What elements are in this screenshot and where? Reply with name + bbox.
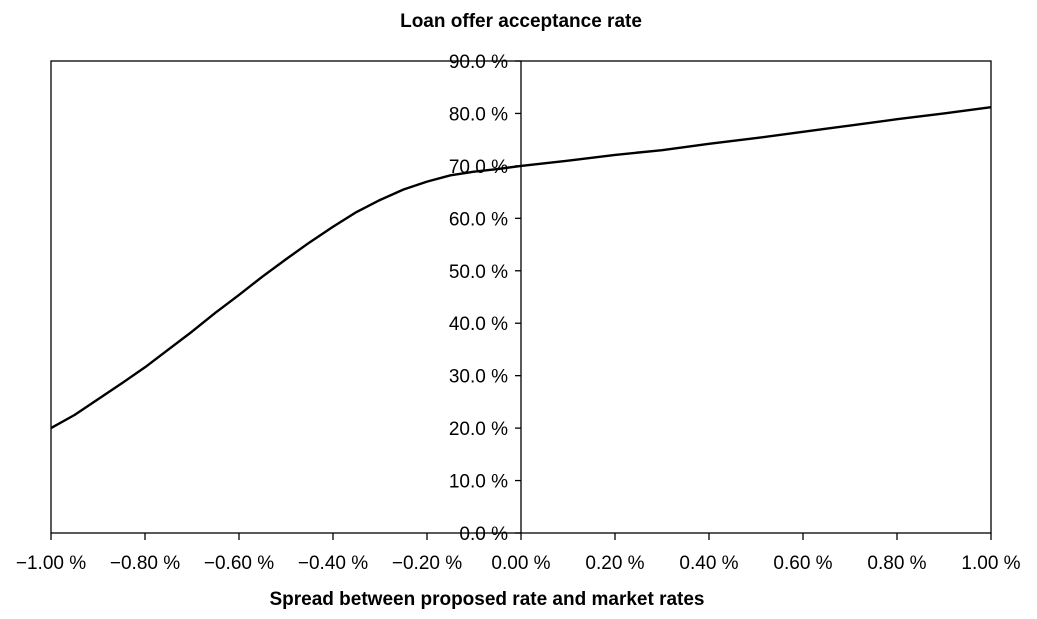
x-tick-label: 0.20 % <box>585 553 644 574</box>
x-tick-label: −0.80 % <box>110 553 180 574</box>
x-tick-label: 1.00 % <box>961 553 1020 574</box>
x-tick-label: 0.60 % <box>773 553 832 574</box>
x-axis-title: Spread between proposed rate and market … <box>269 589 704 610</box>
y-tick-label: 60.0 % <box>449 209 508 230</box>
y-tick-label: 50.0 % <box>449 262 508 283</box>
x-tick-label: −0.20 % <box>392 553 462 574</box>
x-tick-label: 0.80 % <box>867 553 926 574</box>
x-tick-label: 0.00 % <box>491 553 550 574</box>
x-tick-label: −0.40 % <box>298 553 368 574</box>
y-tick-label: 40.0 % <box>449 314 508 335</box>
y-tick-label: 10.0 % <box>449 472 508 493</box>
y-tick-label: 90.0 % <box>449 52 508 73</box>
y-tick-label: 30.0 % <box>449 367 508 388</box>
y-axis-ticks: 0.0 % 10.0 % 20.0 % 30.0 % 40.0 % 50.0 % 60.0 … <box>449 52 521 545</box>
x-tick-label: 0.40 % <box>679 553 738 574</box>
x-tick-label: −1.00 % <box>16 553 86 574</box>
x-axis-ticks: −1.00 % −0.80 % −0.60 % −0.40 % −0.20 % 0.00 … <box>16 533 1021 574</box>
x-tick-label: −0.60 % <box>204 553 274 574</box>
y-tick-label: 0.0 % <box>459 524 508 545</box>
y-tick-label: 80.0 % <box>449 104 508 125</box>
series-line <box>50 105 992 430</box>
y-tick-label: 20.0 % <box>449 419 508 440</box>
chart-title: Loan offer acceptance rate <box>400 11 642 32</box>
